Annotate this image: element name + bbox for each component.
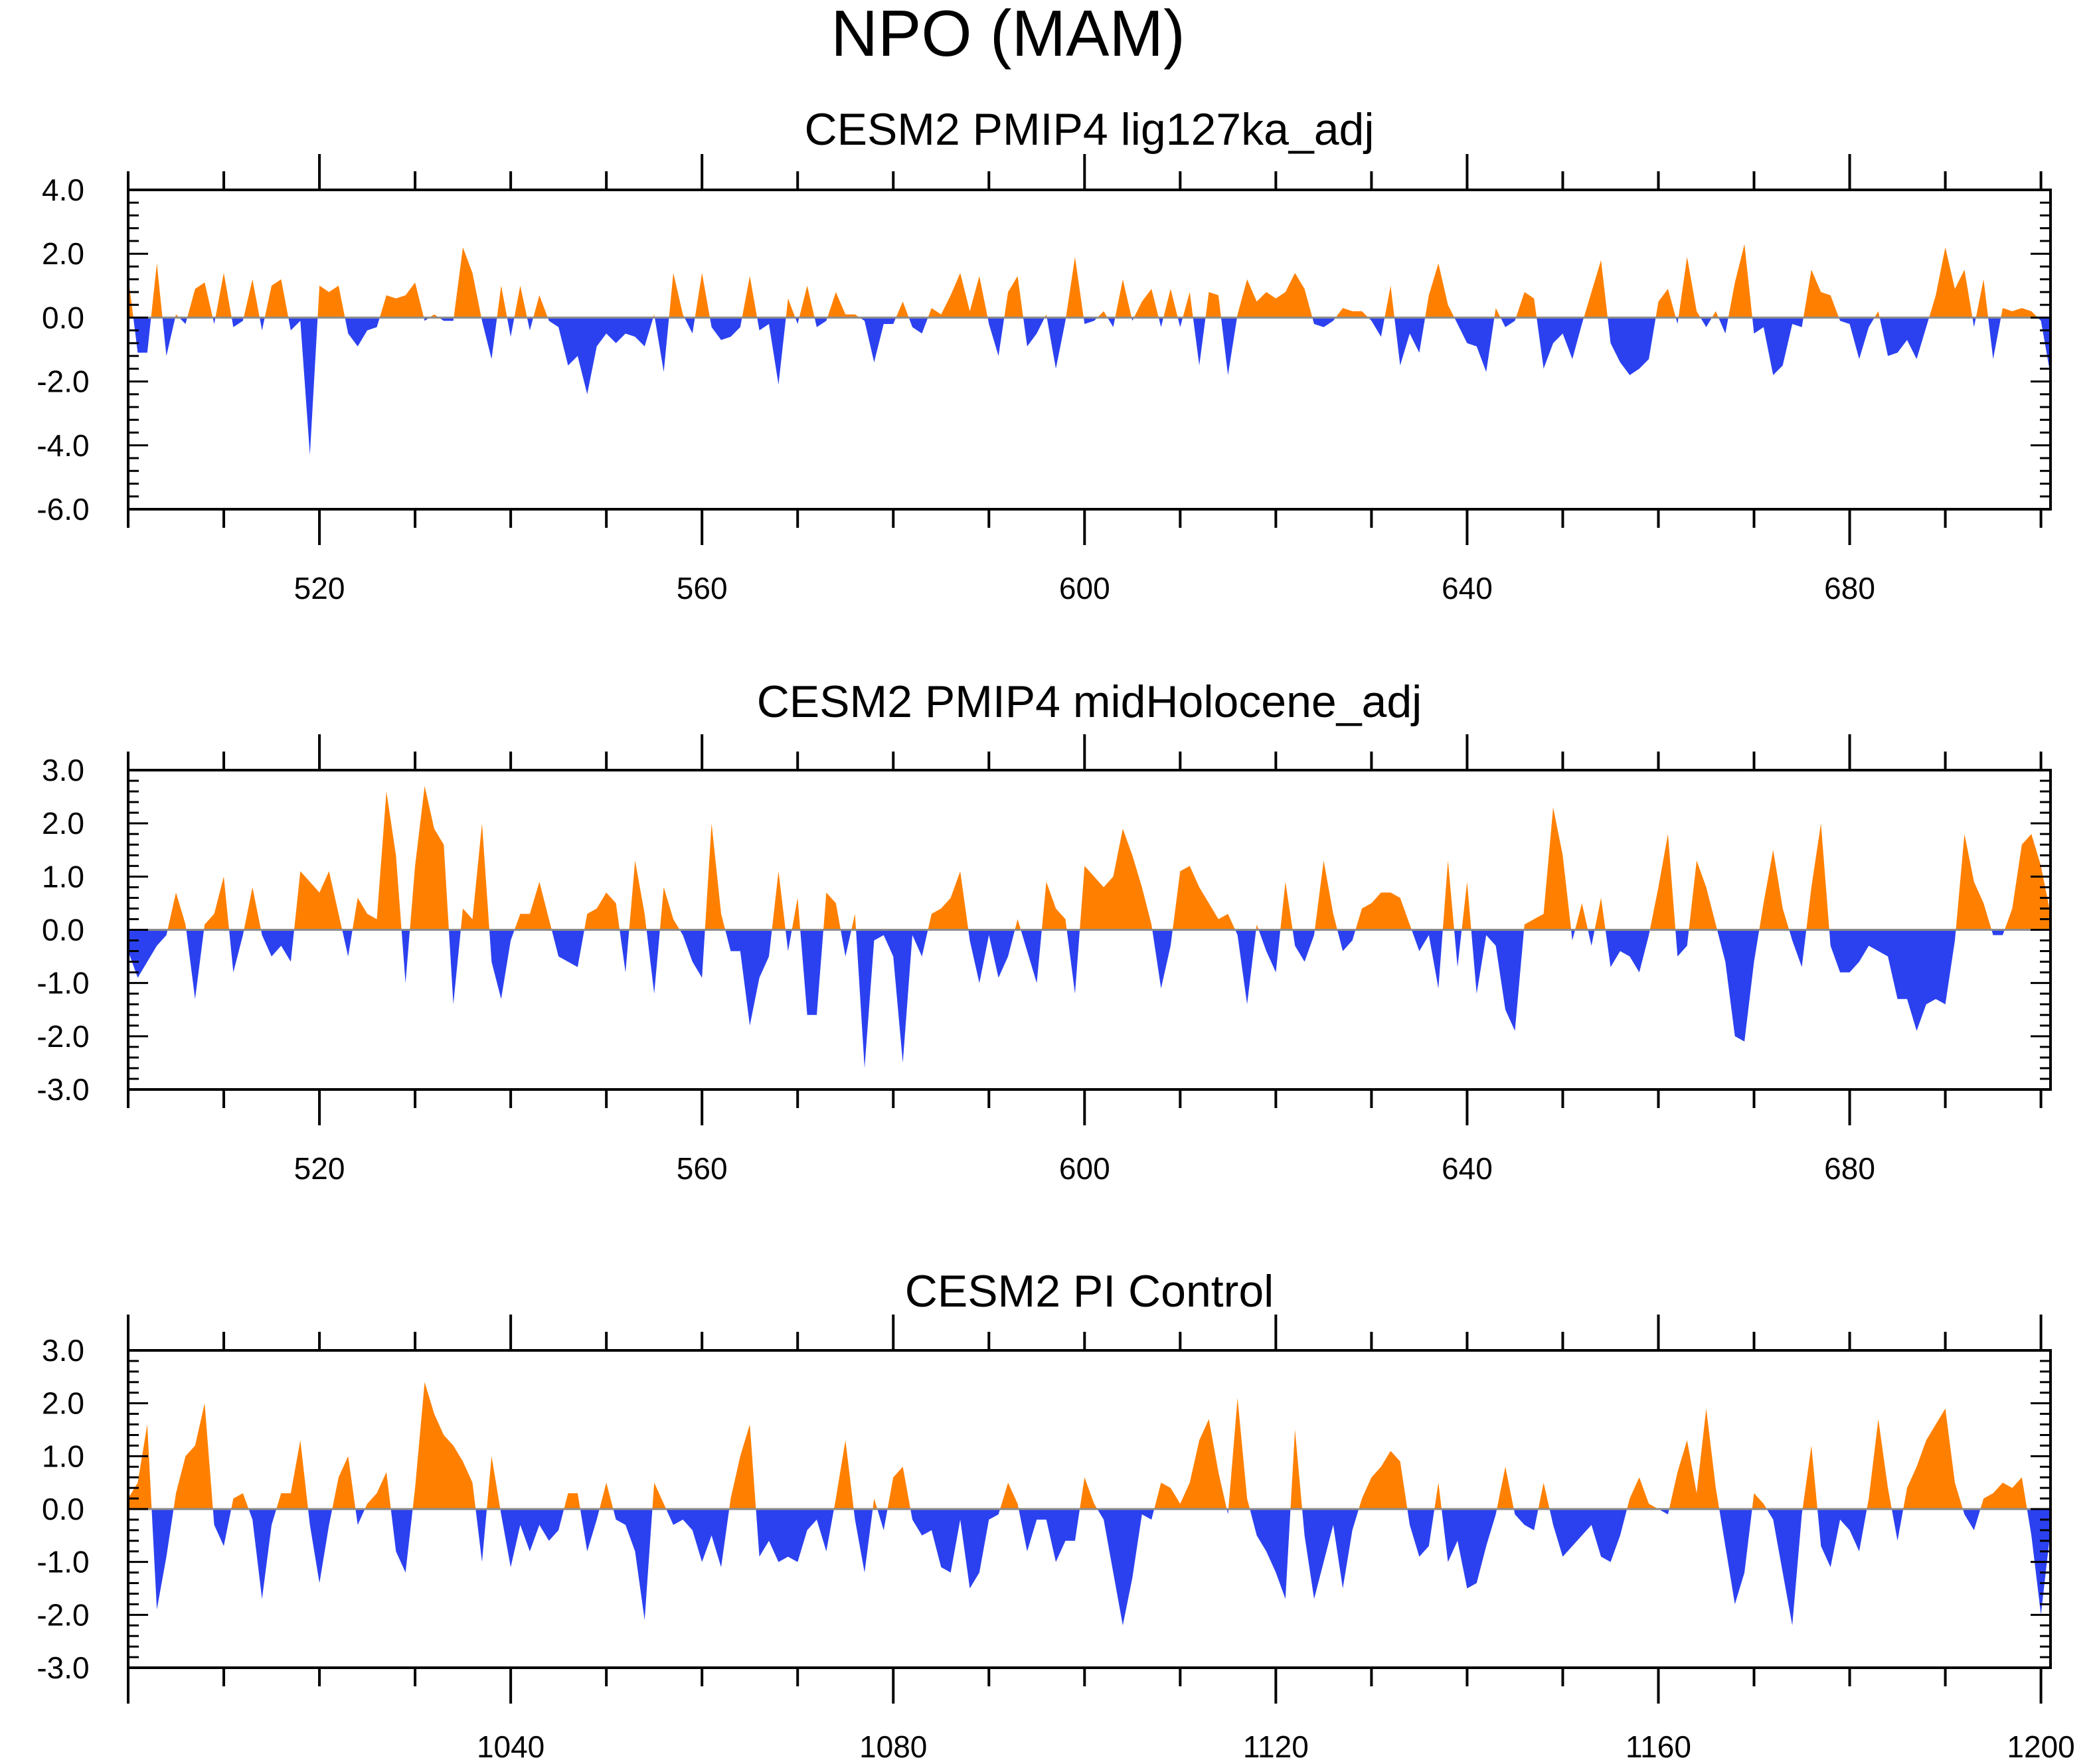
- x-tick-label: 1160: [1626, 1729, 1691, 1764]
- plot-frame: [127, 189, 2052, 511]
- y-tick-label: 1.0: [42, 1439, 84, 1473]
- x-tick-label: 600: [1059, 1151, 1110, 1186]
- y-tick-label: -3.0: [37, 1650, 89, 1685]
- x-tick-label: 1200: [2007, 1729, 2074, 1764]
- y-tick-label: 3.0: [42, 753, 84, 787]
- y-tick-label: 2.0: [42, 806, 84, 841]
- x-tick-label: 560: [677, 1151, 728, 1186]
- y-tick-label: 4.0: [42, 173, 84, 207]
- panel-3: CESM2 PI Control 3.0 2.0 1.0 0.0 -1.0 -2.0 -3.0…: [37, 1266, 2074, 1764]
- positive-area: [128, 786, 2051, 930]
- y-tick-label: 1.0: [42, 859, 84, 894]
- y-tick-label: -1.0: [37, 1545, 89, 1579]
- negative-area: [128, 317, 2051, 455]
- chart-panels: CESM2 PMIP4 lig127ka_adj 4.0 2.0 0.0 -2.0 -4.…: [37, 104, 2074, 1764]
- panel-2: CESM2 PMIP4 midHolocene_adj 3.0 2.0 1.0 0.0 -…: [37, 677, 2052, 1186]
- x-tick-label: 520: [294, 1151, 345, 1186]
- x-tick-label: 560: [677, 571, 728, 605]
- x-tick-label: 680: [1824, 1151, 1875, 1186]
- x-tick-label: 1040: [477, 1729, 545, 1764]
- negative-area: [128, 929, 2051, 1068]
- panel-title: CESM2 PMIP4 lig127ka_adj: [804, 104, 1374, 155]
- x-tick-label: 600: [1059, 571, 1110, 605]
- positive-area: [128, 1382, 2051, 1509]
- y-tick-label: -4.0: [37, 428, 89, 463]
- x-tick-label: 1080: [859, 1729, 927, 1764]
- positive-area: [128, 244, 2038, 318]
- y-tick-label: -2.0: [37, 1019, 89, 1054]
- y-tick-label: -1.0: [37, 966, 89, 1001]
- y-tick-label: -6.0: [37, 492, 89, 526]
- negative-area: [128, 1509, 2051, 1626]
- panel-title: CESM2 PMIP4 midHolocene_adj: [757, 677, 1422, 727]
- series-area: [128, 786, 2051, 1068]
- y-tick-label: -3.0: [37, 1072, 89, 1107]
- y-tick-label: 3.0: [42, 1333, 84, 1368]
- figure-title: NPO (MAM): [831, 0, 1185, 70]
- x-tick-label: 640: [1442, 1151, 1493, 1186]
- y-tick-label: -2.0: [37, 1597, 89, 1632]
- series-area: [128, 244, 2051, 455]
- y-tick-label: 0.0: [42, 1492, 84, 1526]
- y-tick-label: 2.0: [42, 1386, 84, 1421]
- panel-title: CESM2 PI Control: [905, 1266, 1274, 1317]
- series-area: [128, 1382, 2051, 1626]
- x-tick-label: 640: [1442, 571, 1493, 605]
- x-tick-label: 520: [294, 571, 345, 605]
- y-tick-label: 0.0: [42, 300, 84, 335]
- panel-1: CESM2 PMIP4 lig127ka_adj 4.0 2.0 0.0 -2.0 -4.…: [37, 104, 2052, 605]
- x-tick-label: 1120: [1243, 1729, 1309, 1764]
- x-tick-label: 680: [1824, 571, 1875, 605]
- y-tick-label: 2.0: [42, 236, 84, 271]
- y-tick-label: 0.0: [42, 913, 84, 947]
- y-tick-label: -2.0: [37, 364, 89, 399]
